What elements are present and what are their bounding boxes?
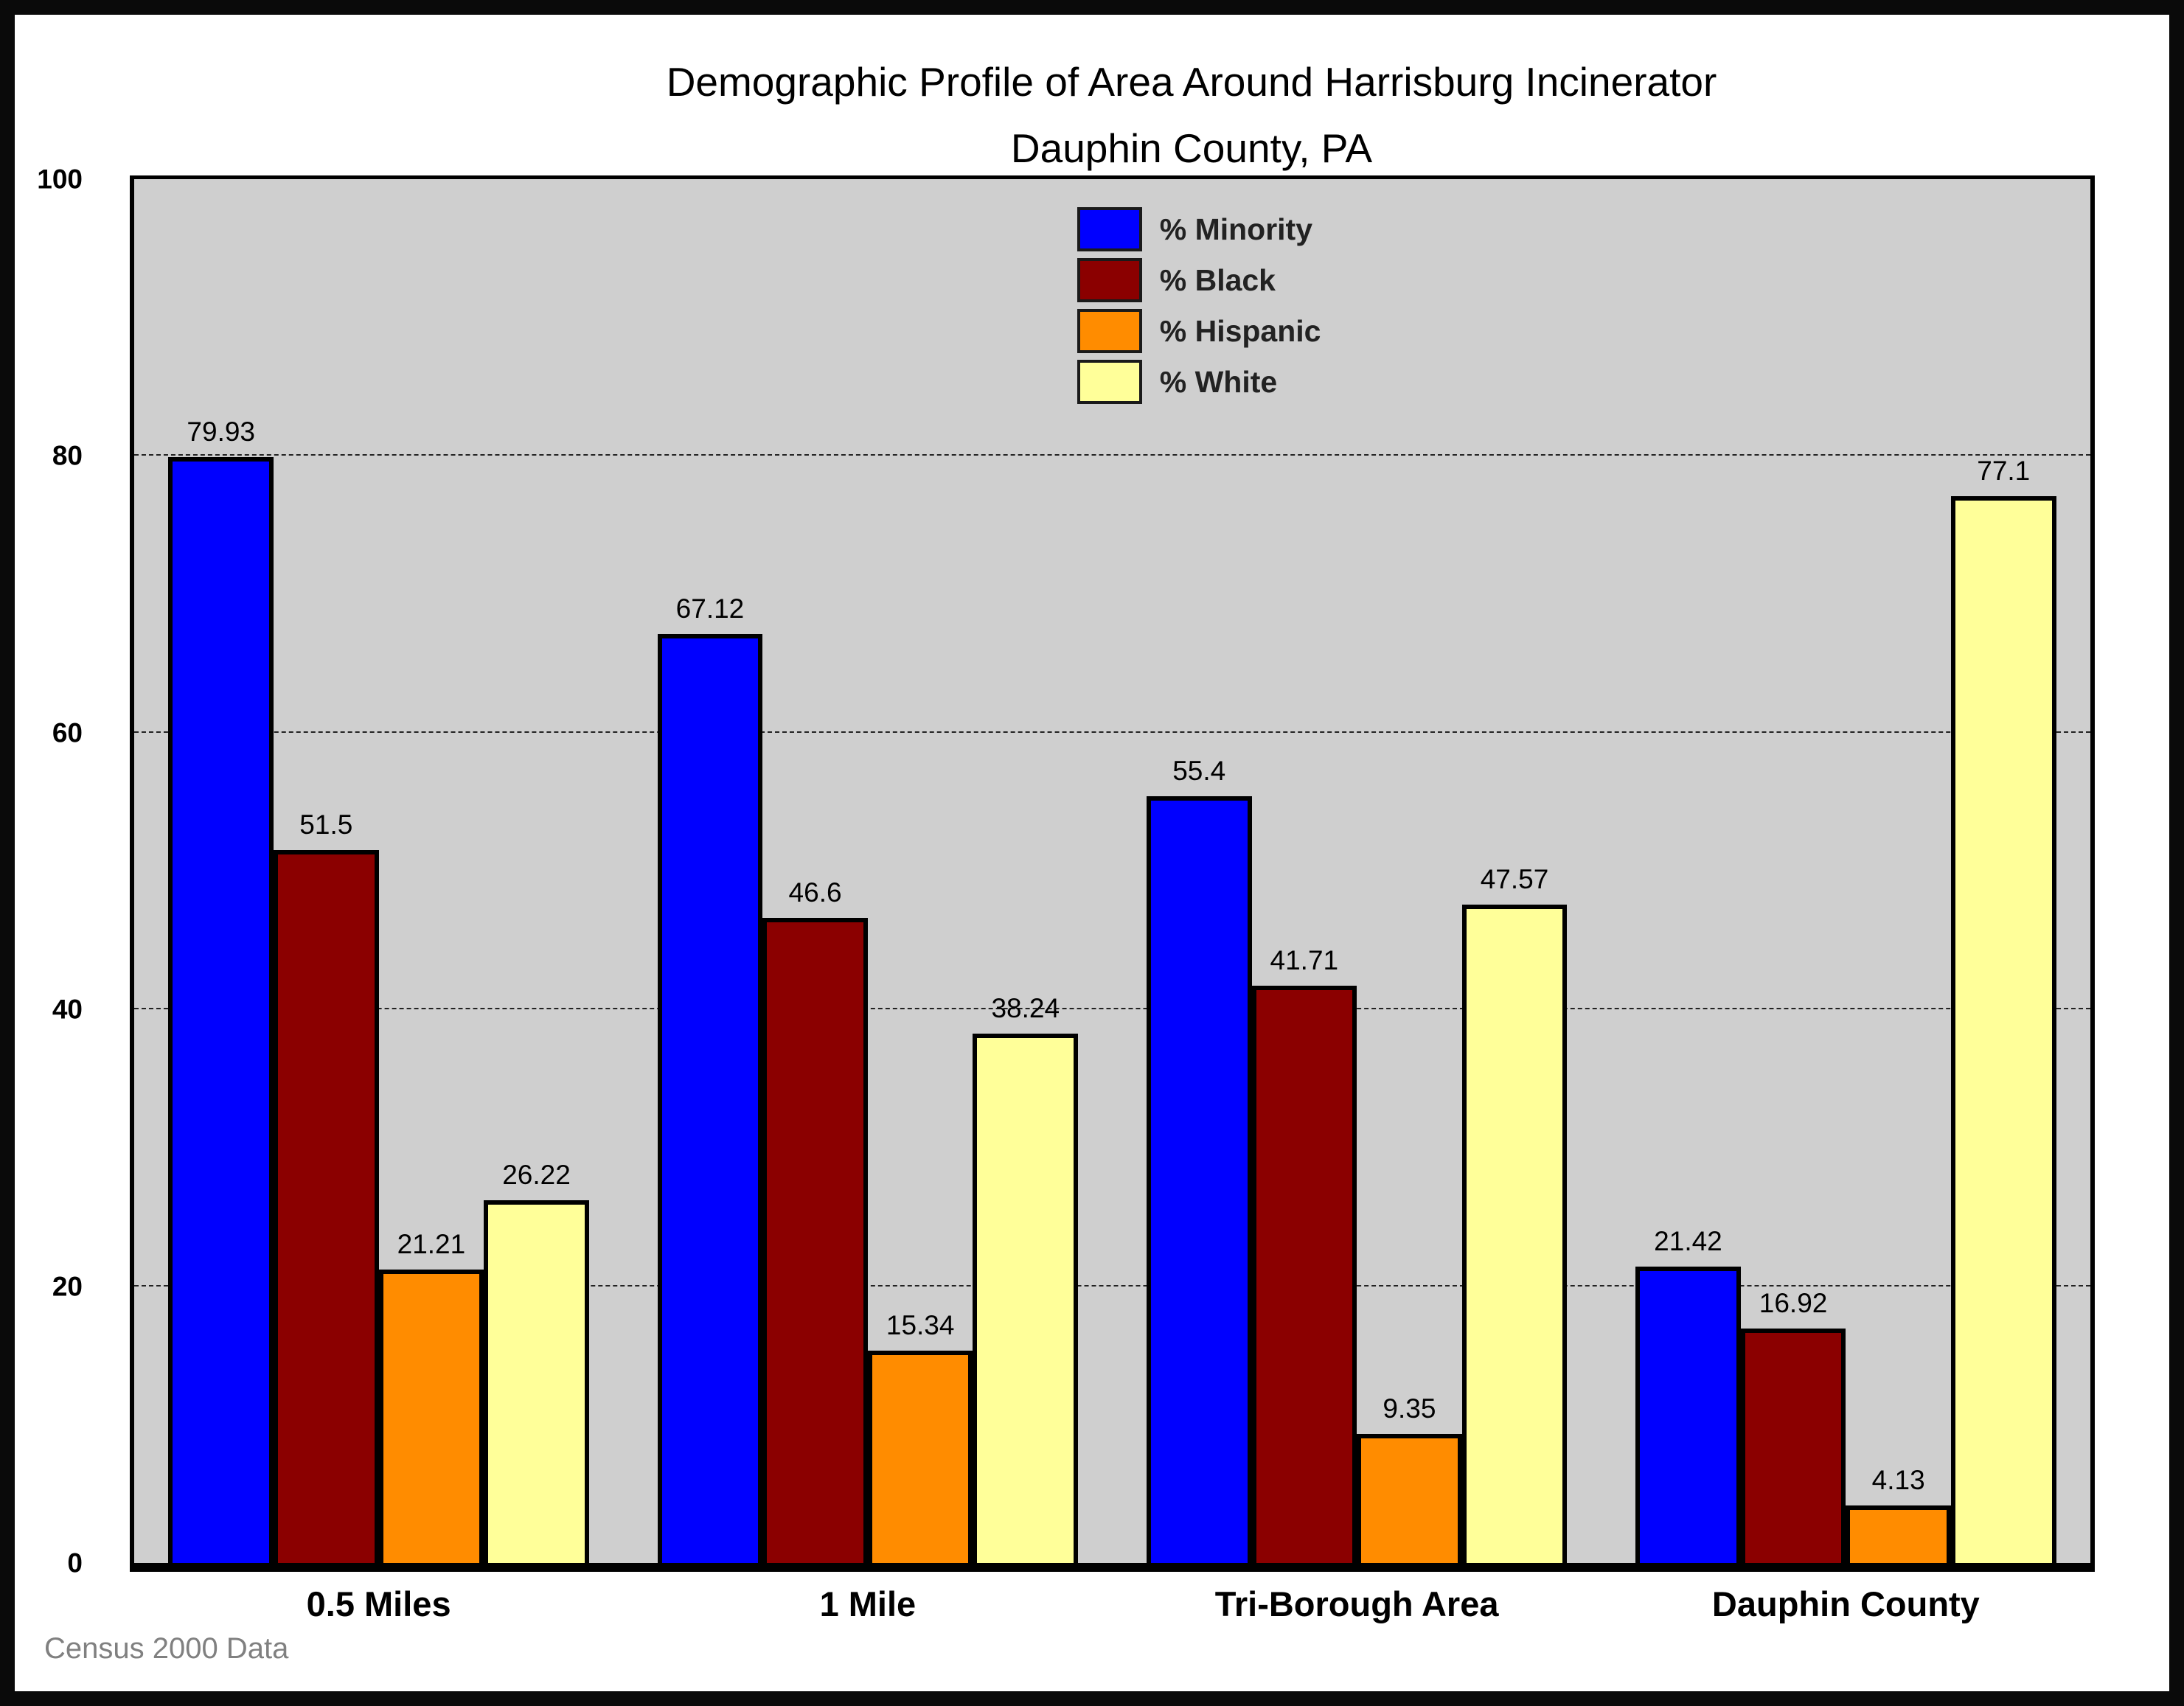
legend-item: % Black	[1077, 258, 1321, 302]
chart-canvas: Demographic Profile of Area Around Harri…	[15, 15, 2169, 1691]
bar	[1146, 796, 1252, 1563]
bar	[867, 1351, 973, 1563]
legend-swatch	[1077, 309, 1142, 353]
y-axis-tick-label: 60	[52, 717, 83, 748]
bar	[973, 1034, 1079, 1563]
bar	[168, 456, 274, 1563]
bar-value-label: 15.34	[886, 1310, 955, 1341]
legend-item: % Minority	[1077, 207, 1321, 251]
legend-label: % Hispanic	[1159, 313, 1321, 348]
plot-area: % Minority % Black % Hispanic % White 79.93…	[130, 175, 2095, 1572]
bar	[1740, 1329, 1846, 1563]
bar-value-label: 26.22	[502, 1159, 571, 1190]
bar-value-label: 4.13	[1871, 1465, 1925, 1496]
legend-label: % Black	[1159, 262, 1276, 297]
bar	[1251, 986, 1357, 1563]
y-axis: 0 20 40 60 80 100	[15, 166, 83, 1577]
bar-value-label: 79.93	[187, 416, 256, 447]
legend-swatch	[1077, 258, 1142, 302]
bar	[378, 1269, 484, 1563]
y-axis-tick-label: 0	[67, 1547, 83, 1578]
bar-value-label: 55.4	[1172, 756, 1226, 787]
bar-value-label: 21.42	[1654, 1225, 1722, 1256]
footnote: Census 2000 Data	[44, 1632, 289, 1665]
y-axis-tick-label: 100	[37, 164, 83, 195]
bar	[1461, 905, 1568, 1563]
bar-value-label: 77.1	[1977, 455, 2031, 486]
bar	[484, 1200, 589, 1563]
bar-value-label: 41.71	[1270, 945, 1339, 976]
chart-title: Demographic Profile of Area Around Harri…	[666, 59, 1717, 105]
y-axis-tick-label: 20	[52, 1271, 83, 1302]
chart-subtitle: Dauphin County, PA	[1010, 125, 1373, 171]
bar	[1357, 1433, 1462, 1563]
bar	[657, 634, 763, 1563]
bar	[1950, 495, 2056, 1563]
legend-label: % Minority	[1159, 212, 1313, 246]
legend-swatch	[1077, 360, 1142, 404]
bar-value-label: 47.57	[1480, 864, 1549, 895]
bar-value-label: 46.6	[788, 877, 842, 908]
bar-value-label: 16.92	[1759, 1288, 1828, 1319]
y-axis-tick-label: 80	[52, 440, 83, 471]
bar-value-label: 51.5	[299, 810, 353, 840]
bar	[1846, 1505, 1951, 1563]
bar-value-label: 67.12	[675, 593, 745, 624]
gridline	[134, 731, 2090, 733]
legend-item: % White	[1077, 360, 1321, 404]
gridline	[134, 1284, 2090, 1287]
bar-value-label: 9.35	[1383, 1393, 1436, 1424]
legend-label: % White	[1159, 364, 1278, 399]
x-axis-line	[130, 1563, 2095, 1572]
x-axis-label: 0.5 Miles	[306, 1584, 451, 1623]
y-axis-tick-label: 40	[52, 994, 83, 1025]
legend: % Minority % Black % Hispanic % White	[1077, 207, 1321, 404]
x-axis: 0.5 Miles 1 Mile Tri-Borough Area Dauphin C…	[134, 1585, 2090, 1637]
bar-value-label: 38.24	[991, 993, 1060, 1024]
gridline	[134, 454, 2090, 456]
x-axis-label: 1 Mile	[819, 1584, 917, 1623]
gridline	[134, 1008, 2090, 1010]
legend-swatch	[1077, 207, 1142, 251]
bar	[274, 850, 379, 1563]
bar	[1635, 1266, 1741, 1563]
x-axis-label: Dauphin County	[1711, 1584, 1980, 1623]
bar-value-label: 21.21	[397, 1228, 466, 1259]
bar	[762, 918, 868, 1563]
legend-item: % Hispanic	[1077, 309, 1321, 353]
x-axis-label: Tri-Borough Area	[1214, 1584, 1499, 1623]
